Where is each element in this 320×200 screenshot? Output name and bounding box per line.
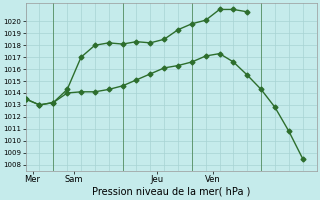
X-axis label: Pression niveau de la mer( hPa ): Pression niveau de la mer( hPa ) [92,187,250,197]
